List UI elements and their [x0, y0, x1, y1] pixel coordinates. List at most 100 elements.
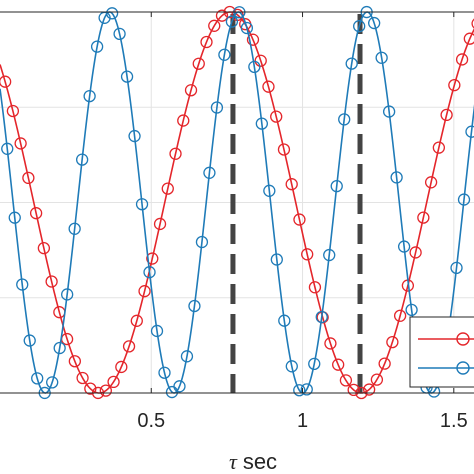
data-point	[23, 334, 36, 347]
data-point	[240, 21, 254, 35]
data-point	[161, 182, 174, 195]
data-point	[347, 383, 360, 397]
data-point	[0, 75, 12, 88]
x-tick-labels: 0.5 1 1.5	[137, 410, 467, 432]
data-point	[308, 281, 322, 294]
data-point	[215, 9, 229, 22]
data-point	[8, 211, 21, 224]
legend	[409, 316, 474, 388]
data-point	[105, 7, 119, 20]
data-point	[270, 253, 283, 266]
data-point	[153, 217, 167, 231]
data-point	[83, 89, 96, 103]
data-point	[368, 16, 381, 30]
data-point	[382, 105, 396, 118]
data-point	[405, 303, 418, 317]
data-point	[397, 240, 411, 253]
data-point	[169, 147, 182, 160]
data-point	[332, 358, 345, 371]
data-point	[115, 360, 128, 374]
data-point	[53, 341, 66, 355]
data-point	[76, 371, 89, 385]
data-point	[138, 285, 151, 298]
x-axis-symbol: τ	[229, 449, 238, 474]
data-point	[113, 27, 126, 40]
data-point	[285, 360, 298, 373]
legend-marker	[456, 361, 470, 375]
data-point	[246, 33, 260, 46]
data-point	[362, 383, 376, 396]
data-point	[1, 142, 14, 155]
axes	[0, 11, 474, 394]
x-tick-label: 1	[297, 410, 308, 432]
data-point	[370, 373, 384, 386]
data-point	[277, 143, 291, 156]
vertical-markers	[230, 14, 363, 393]
data-point	[455, 53, 469, 66]
data-point	[184, 84, 198, 97]
data-point	[278, 314, 291, 327]
data-point	[177, 114, 190, 127]
data-point	[14, 137, 27, 150]
data-point	[263, 184, 276, 197]
data-point	[345, 57, 358, 70]
data-point	[254, 54, 267, 67]
data-point	[386, 335, 399, 349]
data-point	[432, 141, 446, 154]
x-tick-label: 1.5	[440, 410, 468, 432]
data-point	[200, 35, 213, 49]
x-axis-label: τ sec	[229, 449, 277, 474]
data-point	[293, 213, 306, 226]
data-point	[99, 384, 112, 397]
data-point	[45, 275, 58, 288]
data-point	[225, 15, 239, 28]
data-point	[417, 211, 430, 224]
data-point	[130, 314, 143, 327]
data-point	[146, 252, 159, 265]
data-point	[122, 340, 136, 353]
data-point	[409, 246, 422, 259]
data-point	[188, 299, 201, 313]
data-point	[46, 376, 59, 389]
data-point	[457, 193, 471, 206]
data-point	[68, 222, 81, 235]
data-point	[270, 110, 283, 123]
data-point	[6, 104, 20, 118]
data-point	[353, 20, 366, 33]
data-point	[424, 176, 438, 189]
data-point	[195, 235, 209, 249]
data-point	[180, 350, 194, 363]
data-point	[150, 324, 164, 338]
data-point	[375, 51, 388, 64]
data-point	[218, 48, 231, 61]
data-point	[128, 129, 141, 143]
legend-box	[409, 316, 474, 388]
data-point	[22, 171, 35, 185]
data-point	[61, 288, 74, 301]
data-point	[323, 248, 336, 262]
data-point	[262, 80, 275, 93]
data-point	[107, 375, 120, 389]
x-axis-unit: sec	[243, 449, 277, 474]
data-point	[203, 166, 216, 179]
data-point	[208, 19, 221, 32]
data-point	[465, 125, 474, 138]
data-point	[330, 179, 343, 193]
data-point	[135, 198, 149, 211]
series-line	[0, 11, 474, 394]
data-point	[210, 101, 224, 114]
x-tick-label: 0.5	[137, 410, 165, 432]
legend-marker	[456, 332, 470, 346]
data-point	[158, 366, 171, 379]
data-point	[68, 355, 81, 368]
data-point	[308, 357, 321, 371]
data-point	[390, 171, 403, 184]
data-point	[120, 70, 134, 83]
data-point	[255, 117, 268, 130]
data-point	[448, 79, 461, 92]
data-point	[84, 382, 97, 395]
data-point	[339, 374, 353, 387]
data-point	[393, 309, 407, 322]
data-point	[192, 57, 205, 70]
